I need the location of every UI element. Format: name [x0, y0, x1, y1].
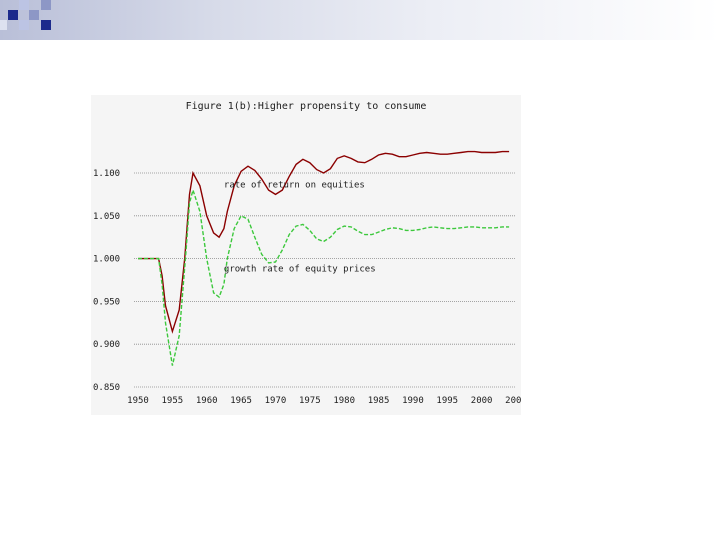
x-axis-ticks: 1950 1955 1960 1965 1970 1975 1980 1985 1990 1995…: [127, 396, 527, 406]
x-tick-label: 1955: [162, 396, 184, 406]
series-line-0: [138, 150, 510, 334]
y-axis-ticks: 1.100 1.050 1.000 0.950 0.900 0.850: [93, 169, 120, 393]
square-icon: [41, 20, 51, 30]
x-tick-label: 2005: [505, 396, 521, 406]
x-tick-label: 2000: [471, 396, 493, 406]
square-icon: [8, 10, 18, 20]
y-tick-label: 0.850: [93, 383, 120, 393]
square-icon: [41, 0, 51, 10]
series-line-1: [138, 187, 510, 366]
series-label-0: rate of return on equities: [224, 181, 365, 191]
y-tick-label: 0.900: [93, 340, 120, 350]
grid-lines: [134, 172, 516, 388]
square-icon: [19, 20, 29, 30]
square-icon: [29, 10, 39, 20]
x-tick-label: 1965: [230, 396, 252, 406]
slide-decoration-squares: [0, 0, 60, 40]
x-tick-label: 1960: [196, 396, 218, 406]
series-labels: rate of return on equities growth rate of…: [224, 181, 376, 275]
x-tick-label: 1980: [333, 396, 355, 406]
x-tick-label: 1995: [436, 396, 458, 406]
square-icon: [0, 20, 7, 30]
y-tick-label: 0.950: [93, 297, 120, 307]
x-tick-label: 1975: [299, 396, 321, 406]
x-tick-label: 1950: [127, 396, 149, 406]
y-tick-label: 1.000: [93, 255, 120, 265]
x-tick-label: 1990: [402, 396, 424, 406]
x-tick-label: 1985: [368, 396, 390, 406]
y-tick-label: 1.100: [93, 169, 120, 179]
y-tick-label: 1.050: [93, 212, 120, 222]
series-lines: [138, 150, 510, 366]
slide-header-band: [0, 0, 720, 40]
x-tick-label: 1970: [265, 396, 287, 406]
square-icon: [19, 0, 29, 10]
line-chart: Figure 1(b):Higher propensity to consume…: [93, 101, 527, 406]
series-label-1: growth rate of equity prices: [224, 264, 376, 274]
chart-title: Figure 1(b):Higher propensity to consume: [186, 101, 427, 112]
chart-panel: Figure 1(b):Higher propensity to consume…: [91, 95, 527, 415]
